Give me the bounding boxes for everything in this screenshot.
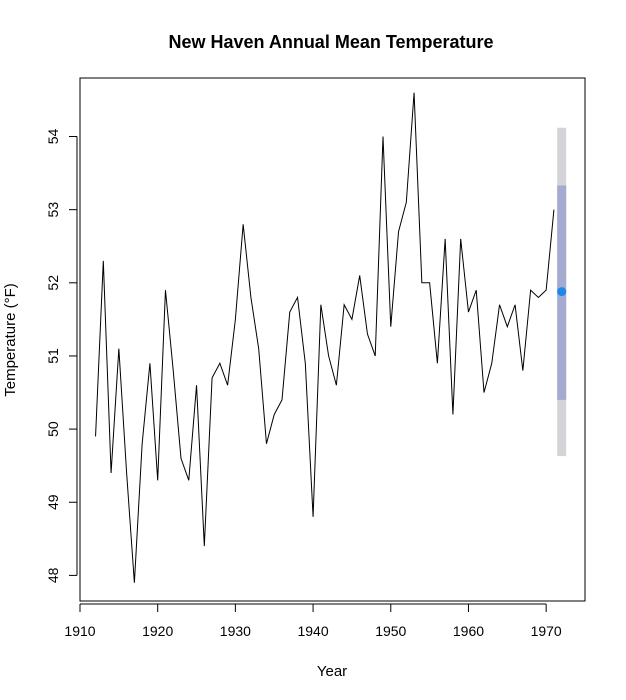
x-tick-label: 1920	[142, 623, 173, 639]
x-axis-label: Year	[317, 663, 347, 680]
prediction-interval	[557, 127, 567, 457]
y-tick-label: 49	[45, 494, 61, 510]
y-tick-label: 51	[45, 348, 61, 364]
series-layer	[95, 92, 555, 583]
y-tick-label: 52	[45, 275, 61, 291]
y-axis-label: Temperature (°F)	[2, 283, 19, 397]
x-tick-label: 1930	[220, 623, 251, 639]
y-tick-label: 53	[45, 202, 61, 218]
x-tick-label: 1910	[64, 623, 95, 639]
x-tick-label: 1970	[531, 623, 562, 639]
chart-title: New Haven Annual Mean Temperature	[168, 32, 493, 52]
series-line	[95, 92, 555, 583]
y-tick-label: 50	[45, 421, 61, 437]
plot-frame	[79, 77, 586, 602]
y-tick-label: 48	[45, 567, 61, 583]
x-axis: 1910 1920 1930 1940 1950 1960 1970	[64, 603, 562, 639]
x-tick-label: 1960	[453, 623, 484, 639]
x-tick-label: 1940	[297, 623, 328, 639]
y-axis: 48 49 50 51 52 53 54	[45, 129, 78, 583]
x-tick-label: 1950	[375, 623, 406, 639]
y-tick-label: 54	[45, 129, 61, 145]
forecast-point	[557, 287, 567, 297]
